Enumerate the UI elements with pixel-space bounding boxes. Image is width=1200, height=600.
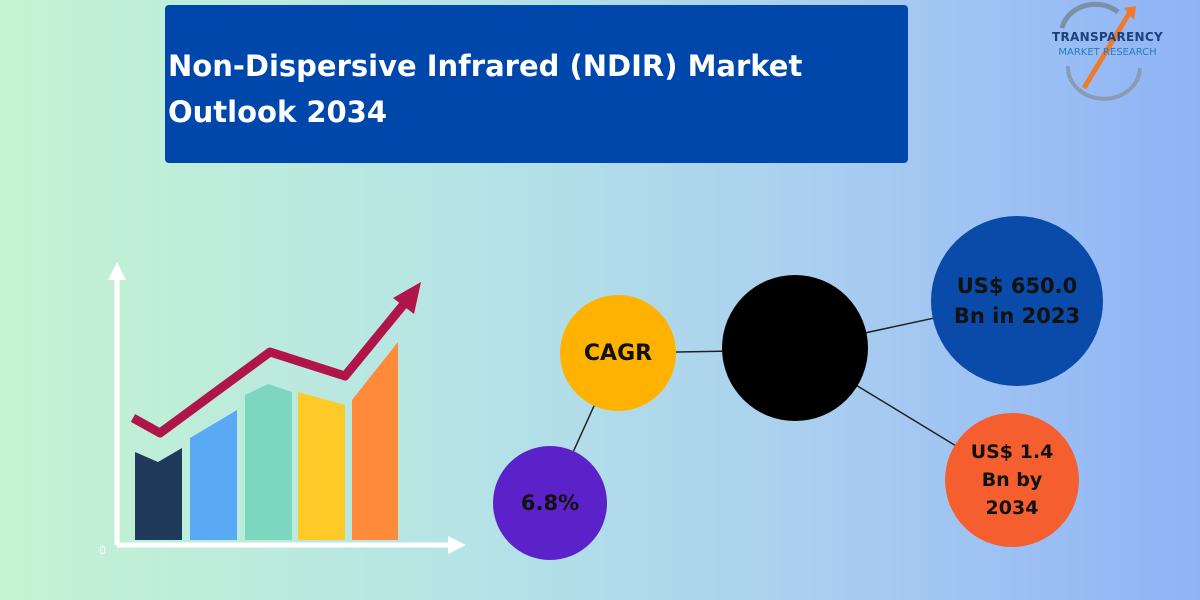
growth-illustration: [108, 262, 466, 554]
title: Non-Dispersive Infrared (NDIR) Market Ou…: [168, 49, 803, 129]
axis-arrow: [448, 536, 466, 554]
bar-icon: [245, 384, 292, 540]
bubble-label: US$ 1.4 Bn by 2034: [970, 441, 1054, 519]
axis-arrow: [108, 262, 126, 280]
bubble-label: CAGR: [583, 340, 653, 366]
hub-circle: [722, 275, 868, 421]
logo-arc: [1059, 1, 1120, 29]
bubble: US$ 1.4 Bn by 2034: [945, 413, 1079, 547]
logo-arc: [1065, 65, 1142, 101]
logo-arrowhead: [1124, 6, 1136, 20]
logo-mark: [1059, 1, 1142, 101]
bar-icon: [352, 342, 398, 540]
bubble: CAGR: [560, 295, 676, 411]
trend-arrowhead: [393, 282, 421, 314]
bubble: 6.8%: [493, 446, 607, 560]
logo-name: TRANSPARENCY: [1052, 30, 1163, 44]
axis-origin-label: 0: [99, 544, 106, 557]
logo-subtitle: MARKET RESEARCH: [1058, 47, 1157, 58]
bar-icon: [298, 392, 345, 540]
bar-icon: [135, 448, 182, 540]
bar-icon: [190, 410, 237, 540]
trend-line: [130, 301, 408, 438]
bubble: US$ 650.0 Bn in 2023: [931, 216, 1103, 386]
bubble-label: US$ 650.0 Bn in 2023: [953, 274, 1081, 328]
title-banner: Non-Dispersive Infrared (NDIR) Market Ou…: [165, 5, 908, 163]
bubble-label: 6.8%: [520, 491, 580, 515]
logo-arrow: [1081, 10, 1133, 90]
